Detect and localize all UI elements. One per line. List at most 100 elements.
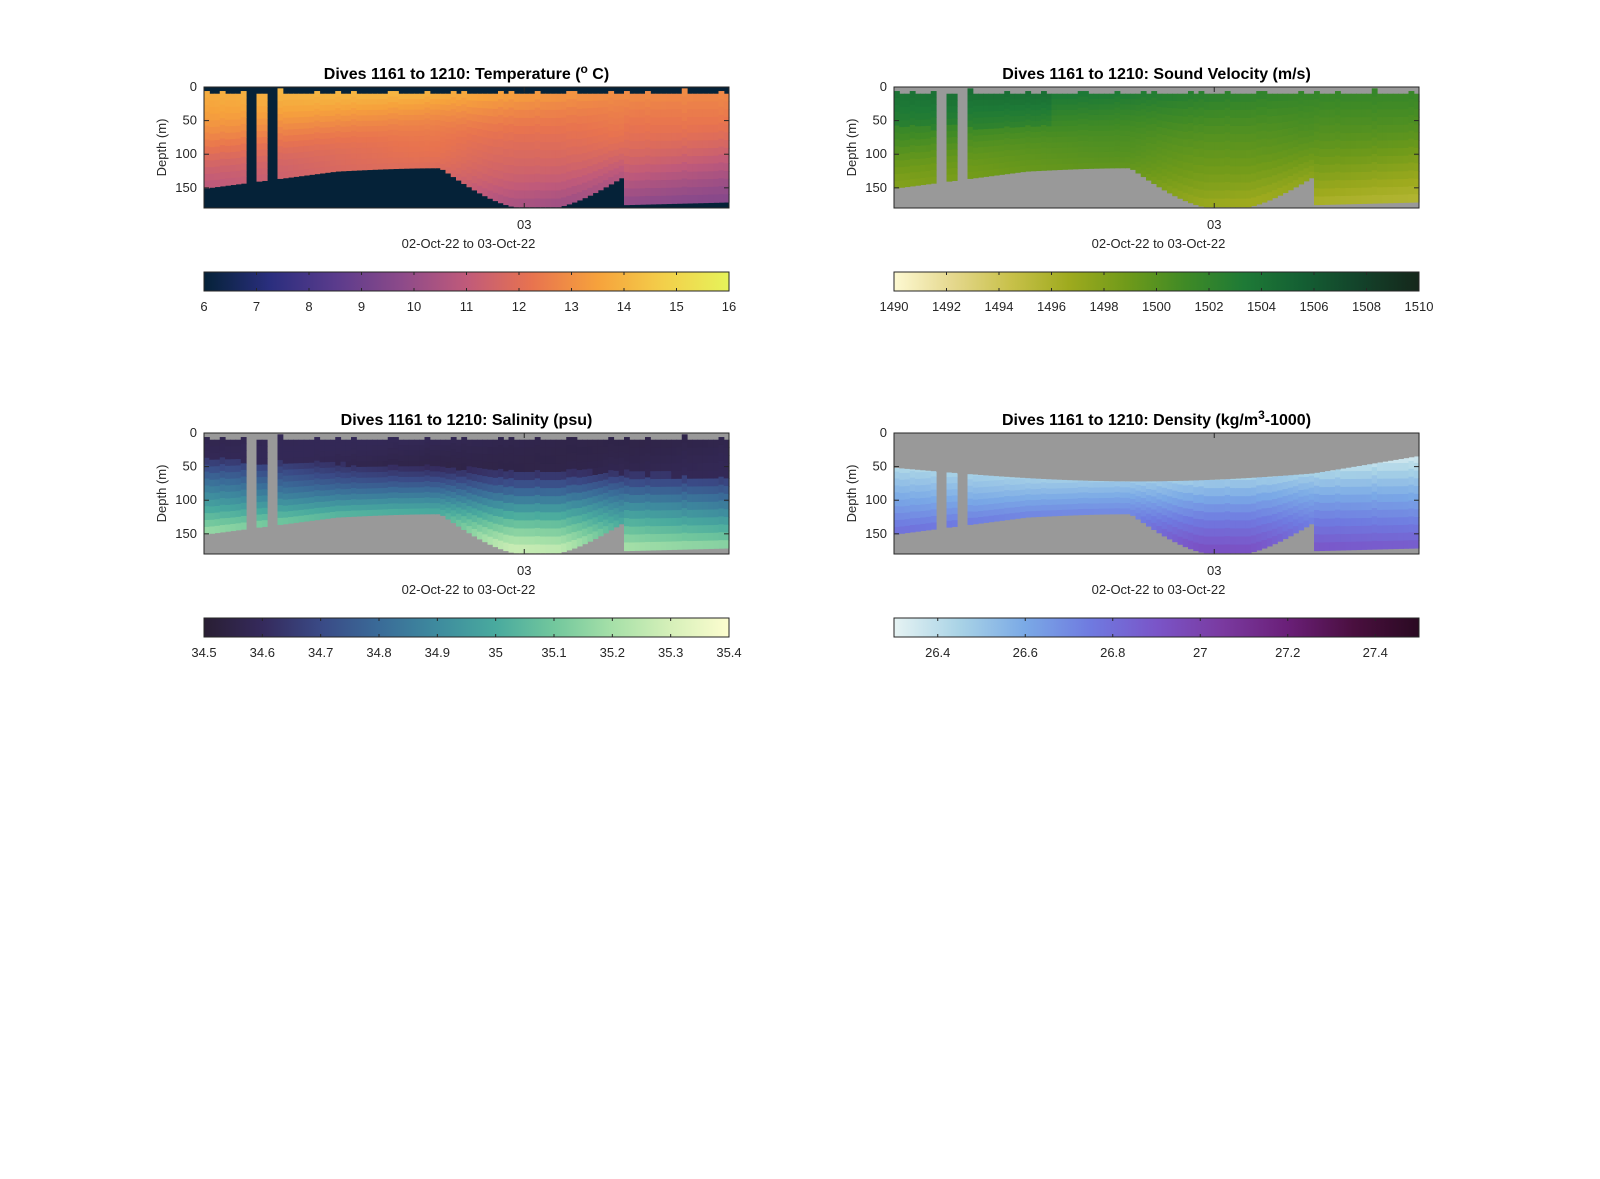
heatmap-cell: [597, 480, 604, 489]
heatmap-cell: [1156, 492, 1163, 501]
heatmap-cell: [687, 463, 693, 472]
heatmap-cell: [1046, 120, 1053, 127]
heatmap-cell: [303, 157, 310, 164]
heatmap-cell: [1371, 162, 1378, 171]
heatmap-cell: [1072, 141, 1079, 148]
heatmap-cell: [1356, 187, 1362, 197]
heatmap-cell: [946, 520, 953, 528]
colorbar-tick-label: 35.1: [541, 645, 566, 660]
heatmap-cell: [261, 124, 268, 132]
heatmap-cell: [899, 180, 906, 188]
heatmap-cell: [1088, 482, 1095, 489]
heatmap-cell: [1077, 140, 1084, 148]
heatmap-cell: [477, 468, 483, 476]
heatmap-cell: [951, 476, 958, 484]
heatmap-cell: [618, 135, 625, 143]
heatmap-cell: [377, 466, 384, 473]
heatmap-cell: [492, 439, 499, 448]
heatmap-cell: [576, 439, 583, 448]
heatmap-cell: [999, 93, 1005, 101]
heatmap-cell: [487, 123, 494, 132]
heatmap-cell: [1167, 107, 1173, 116]
heatmap-cell: [1035, 489, 1042, 496]
heatmap-cell: [718, 194, 725, 203]
heatmap-cell: [1119, 157, 1126, 164]
heatmap-cell: [508, 527, 515, 537]
heatmap-cell: [1119, 487, 1126, 494]
heatmap-cell: [477, 93, 483, 102]
heatmap-cell: [435, 481, 441, 488]
heatmap-cell: [225, 439, 231, 447]
heatmap-cell: [909, 145, 916, 153]
heatmap-cell: [634, 463, 641, 472]
heatmap-cell: [603, 120, 609, 128]
heatmap-cell: [1151, 150, 1158, 158]
heatmap-cell: [592, 128, 599, 137]
heatmap-cell: [566, 541, 573, 551]
heatmap-cell: [571, 162, 578, 171]
heatmap-cell: [1314, 188, 1320, 198]
heatmap-cell: [713, 147, 720, 157]
heatmap-cell: [978, 165, 984, 172]
heatmap-cell: [1314, 163, 1320, 173]
heatmap-cell: [519, 174, 525, 184]
heatmap-cell: [1209, 109, 1215, 119]
heatmap-cell: [366, 510, 373, 517]
heatmap-cell: [477, 185, 483, 194]
heatmap-cell: [230, 491, 237, 499]
heatmap-cell: [524, 150, 531, 159]
heatmap-cell: [482, 468, 489, 477]
heatmap-cell: [613, 99, 620, 107]
heatmap-cell: [1077, 135, 1084, 142]
heatmap-cell: [894, 160, 900, 168]
heatmap-cell: [1093, 482, 1100, 489]
heatmap-cell: [988, 480, 995, 488]
y-axis-label: Depth (m): [844, 119, 859, 177]
heatmap-cell: [587, 93, 594, 102]
heatmap-cell: [999, 128, 1005, 135]
heatmap-cell: [324, 127, 331, 134]
heatmap-cell: [1140, 109, 1147, 117]
heatmap-cell: [555, 101, 562, 111]
heatmap-cell: [414, 492, 420, 499]
heatmap-cell: [219, 145, 226, 153]
heatmap-cell: [618, 105, 625, 113]
heatmap-cell: [1209, 182, 1215, 192]
heatmap-cell: [225, 100, 231, 108]
heatmap-cell: [1193, 93, 1200, 103]
heatmap-cell: [524, 455, 531, 465]
chart-sound-velocity: Dives 1161 to 1210: Sound Velocity (m/s)…: [840, 60, 1600, 400]
heatmap-cell: [967, 120, 974, 128]
heatmap-cell: [508, 107, 515, 117]
heatmap-cell: [550, 190, 557, 200]
heatmap-cell: [1035, 153, 1042, 161]
heatmap-cell: [692, 101, 699, 110]
heatmap-cell: [235, 119, 242, 127]
heatmap-cell: [1020, 127, 1026, 134]
heatmap-cell: [277, 88, 284, 96]
heatmap-cell: [1093, 492, 1100, 499]
heatmap-cell: [909, 91, 916, 99]
heatmap: [204, 88, 730, 208]
heatmap-cell: [1177, 108, 1184, 117]
heatmap-cell: [204, 478, 210, 487]
heatmap-cell: [230, 510, 237, 519]
colorbar-tick-label: 34.9: [425, 645, 450, 660]
heatmap-cell: [697, 533, 704, 542]
heatmap-cell: [314, 484, 321, 491]
heatmap-cell: [524, 182, 531, 192]
heatmap-cell: [372, 109, 378, 116]
heatmap-cell: [718, 444, 725, 454]
heatmap-cell: [582, 160, 588, 169]
heatmap-cell: [545, 480, 552, 489]
heatmap-cell: [1156, 519, 1163, 527]
heatmap-cell: [1261, 178, 1268, 187]
heatmap-cell: [655, 479, 662, 488]
heatmap-cell: [361, 137, 368, 144]
x-tick-label: 03: [517, 563, 531, 578]
heatmap-cell: [639, 164, 646, 174]
heatmap-cell: [1140, 97, 1147, 104]
heatmap-cell: [1188, 178, 1194, 188]
heatmap-cell: [1188, 106, 1194, 116]
heatmap-cell: [555, 471, 562, 481]
